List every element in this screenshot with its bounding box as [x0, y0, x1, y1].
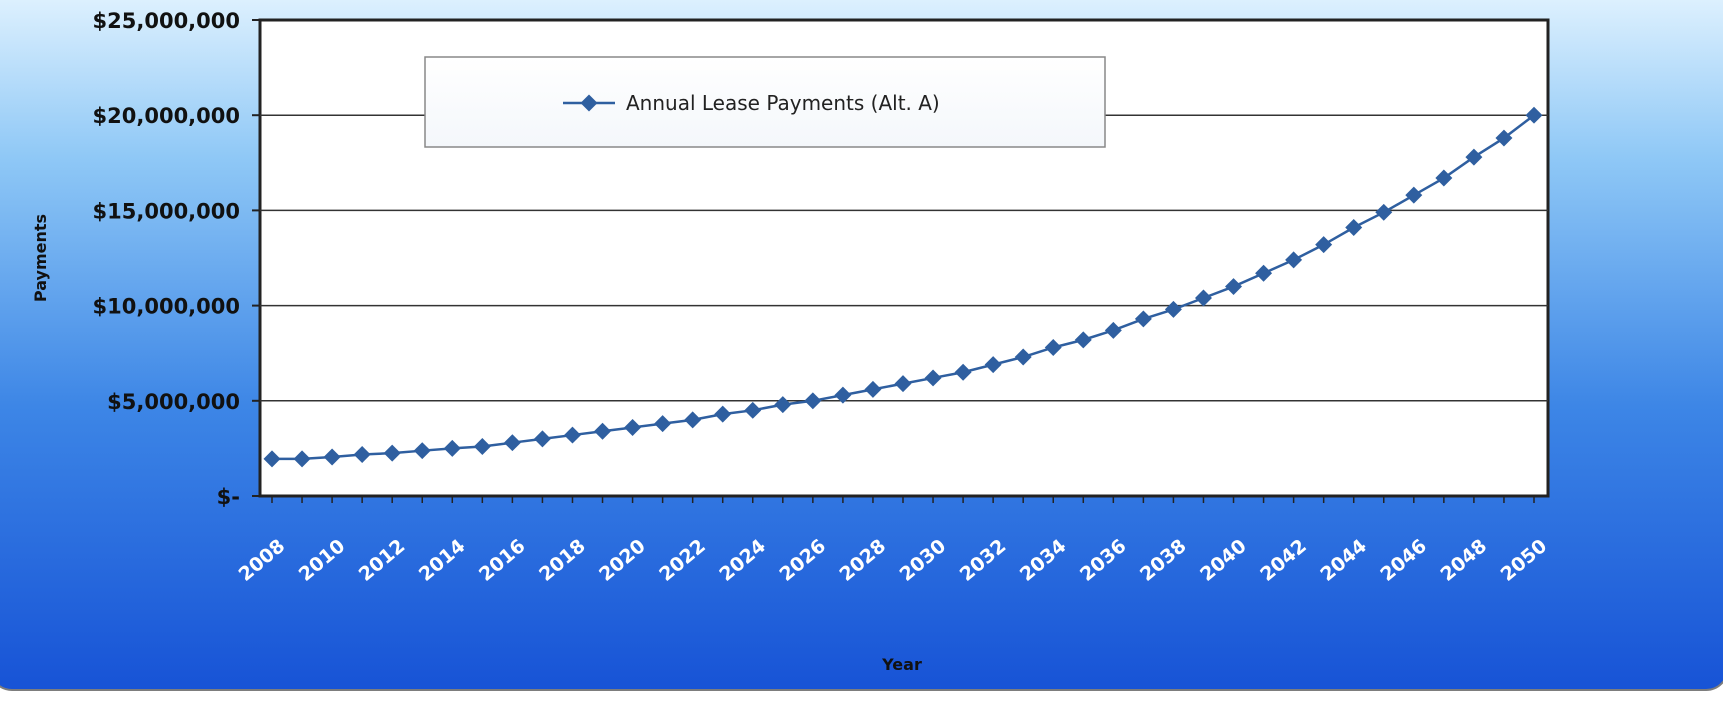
data-point-marker — [894, 375, 912, 393]
data-point-marker — [323, 448, 341, 466]
y-tick-label: $- — [217, 485, 240, 509]
data-point-marker — [1014, 348, 1032, 366]
data-point-marker — [984, 356, 1002, 374]
legend: Annual Lease Payments (Alt. A) — [424, 56, 1106, 148]
y-tick-label: $15,000,000 — [93, 199, 240, 223]
y-tick-label: $25,000,000 — [93, 9, 240, 33]
data-point-marker — [654, 415, 672, 433]
legend-diamond-marker — [580, 94, 598, 112]
data-point-marker — [834, 386, 852, 404]
y-tick-label: $10,000,000 — [93, 295, 240, 319]
y-tick-label: $5,000,000 — [107, 390, 240, 414]
legend-label: Annual Lease Payments (Alt. A) — [626, 91, 940, 115]
data-point-marker — [413, 442, 431, 460]
data-point-marker — [594, 422, 612, 440]
y-axis-title: Payments — [31, 214, 50, 302]
data-point-marker — [293, 450, 311, 468]
data-point-marker — [864, 380, 882, 398]
data-point-marker — [744, 401, 762, 419]
data-point-marker — [353, 446, 371, 463]
data-point-marker — [684, 411, 702, 429]
data-point-marker — [624, 418, 642, 436]
legend-box — [424, 56, 1106, 148]
x-axis-title: Year — [881, 655, 922, 674]
y-axis-tick-labels: $- $5,000,000 $10,000,000 $15,000,000 $20,00… — [93, 9, 240, 509]
data-point-marker — [714, 405, 732, 423]
data-point-marker — [774, 396, 792, 414]
data-point-marker — [804, 392, 822, 410]
data-point-marker — [473, 438, 491, 455]
data-point-marker — [383, 444, 401, 462]
data-point-marker — [924, 369, 942, 387]
data-point-marker — [954, 363, 972, 381]
y-tick-label: $20,000,000 — [93, 104, 240, 128]
data-point-marker — [263, 450, 281, 468]
data-point-marker — [443, 439, 461, 457]
data-point-marker — [533, 430, 551, 448]
data-point-marker — [563, 426, 581, 444]
